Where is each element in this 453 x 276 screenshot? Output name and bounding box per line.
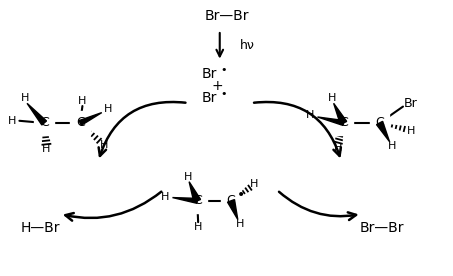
Text: H: H: [184, 172, 193, 182]
Polygon shape: [376, 121, 390, 142]
Text: H: H: [161, 192, 169, 202]
Text: H: H: [8, 116, 16, 126]
Polygon shape: [79, 113, 102, 125]
Text: H: H: [21, 93, 29, 104]
Text: H: H: [407, 126, 415, 136]
Polygon shape: [318, 117, 344, 125]
Text: H—Br: H—Br: [21, 221, 60, 235]
Text: C: C: [193, 194, 202, 207]
Polygon shape: [227, 200, 238, 219]
Text: H: H: [388, 141, 396, 151]
Text: hν: hν: [240, 39, 255, 52]
Text: Br: Br: [403, 97, 417, 110]
Text: C: C: [76, 116, 85, 129]
Text: H: H: [236, 219, 244, 229]
Text: Br: Br: [202, 67, 217, 81]
Polygon shape: [189, 182, 201, 202]
Text: H: H: [104, 104, 112, 114]
Text: H: H: [78, 96, 87, 106]
Text: H: H: [194, 222, 202, 232]
Text: C: C: [40, 116, 48, 129]
Text: +: +: [212, 79, 223, 92]
Text: H: H: [334, 143, 342, 153]
Text: H: H: [99, 140, 108, 150]
Polygon shape: [173, 198, 198, 203]
Text: H: H: [250, 179, 259, 189]
Polygon shape: [334, 103, 347, 124]
Text: C: C: [226, 194, 236, 207]
Text: C: C: [339, 116, 348, 129]
Text: H: H: [42, 144, 51, 154]
Text: C: C: [375, 116, 384, 129]
Text: Br: Br: [202, 91, 217, 105]
Text: Br—Br: Br—Br: [204, 9, 249, 23]
Text: •: •: [237, 188, 245, 202]
Polygon shape: [27, 103, 47, 125]
Text: H: H: [328, 93, 337, 104]
Text: •: •: [221, 65, 227, 75]
Text: •: •: [221, 89, 227, 99]
Text: Br—Br: Br—Br: [360, 221, 404, 235]
Text: H: H: [306, 110, 314, 120]
